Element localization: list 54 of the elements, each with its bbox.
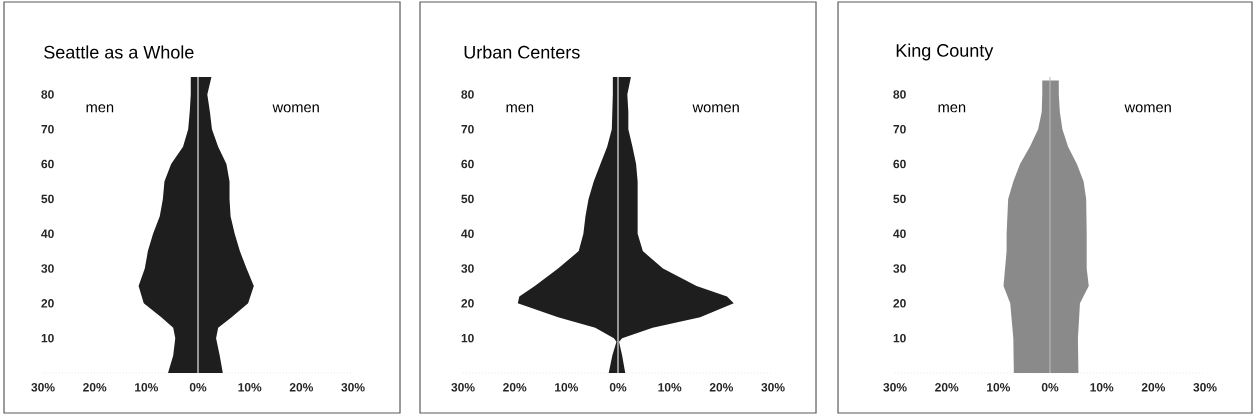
- y-tick-label: 50: [893, 194, 906, 204]
- x-tick-label: 10%: [658, 383, 682, 392]
- chart-title: Seattle as a Whole: [44, 45, 194, 59]
- y-tick-label: 20: [41, 299, 54, 308]
- x-tick-label: 10%: [555, 383, 579, 392]
- y-tick-label: 60: [461, 159, 474, 169]
- y-tick-label: 60: [41, 159, 54, 169]
- y-tick-label: 80: [41, 90, 54, 99]
- x-tick-label: 30%: [451, 383, 475, 392]
- x-tick-label: 20%: [289, 383, 314, 392]
- y-tick-label: 10: [461, 333, 474, 343]
- x-tick-label: 10%: [987, 383, 1011, 392]
- x-tick-label: 20%: [935, 383, 959, 392]
- x-tick-label: 30%: [1193, 383, 1217, 392]
- y-tick-label: 40: [41, 229, 54, 238]
- x-tick-label: 20%: [503, 383, 527, 392]
- y-tick-label: 30: [41, 264, 54, 273]
- annotation: women: [692, 104, 739, 113]
- y-tick-label: 60: [893, 159, 906, 169]
- chart-title: Urban Centers: [464, 45, 580, 59]
- x-tick-label: 20%: [1141, 383, 1166, 392]
- y-tick-label: 20: [893, 299, 906, 308]
- x-tick-label: 30%: [31, 383, 55, 392]
- x-tick-label: 20%: [709, 383, 734, 392]
- y-tick-label: 10: [41, 333, 54, 343]
- x-tick-label: 30%: [883, 383, 907, 392]
- y-tick-label: 30: [461, 264, 474, 273]
- annotation: men: [506, 104, 534, 113]
- y-tick-label: 10: [893, 333, 906, 343]
- annotation: men: [938, 104, 966, 113]
- y-tick-label: 70: [41, 124, 54, 134]
- y-tick-label: 40: [461, 229, 474, 238]
- y-tick-label: 30: [893, 264, 906, 273]
- x-tick-label: 10%: [238, 383, 262, 392]
- annotation: women: [272, 104, 319, 113]
- y-tick-label: 20: [461, 299, 474, 308]
- y-tick-label: 50: [41, 194, 54, 204]
- x-tick-label: 30%: [761, 383, 785, 392]
- x-tick-label: 20%: [83, 383, 107, 392]
- y-tick-label: 80: [461, 90, 474, 99]
- y-tick-label: 80: [893, 90, 906, 99]
- y-tick-label: 70: [461, 124, 474, 134]
- x-tick-label: 0%: [609, 383, 627, 392]
- y-tick-label: 50: [461, 194, 474, 204]
- x-tick-label: 10%: [135, 383, 159, 392]
- chart-title: King County: [896, 43, 994, 61]
- x-tick-label: 30%: [341, 383, 365, 392]
- x-tick-label: 0%: [189, 383, 207, 392]
- annotation: men: [86, 104, 114, 113]
- x-tick-label: 0%: [1041, 383, 1059, 392]
- y-tick-label: 40: [893, 229, 906, 238]
- annotation: women: [1124, 104, 1171, 113]
- y-tick-label: 70: [893, 124, 906, 134]
- x-tick-label: 10%: [1090, 383, 1114, 392]
